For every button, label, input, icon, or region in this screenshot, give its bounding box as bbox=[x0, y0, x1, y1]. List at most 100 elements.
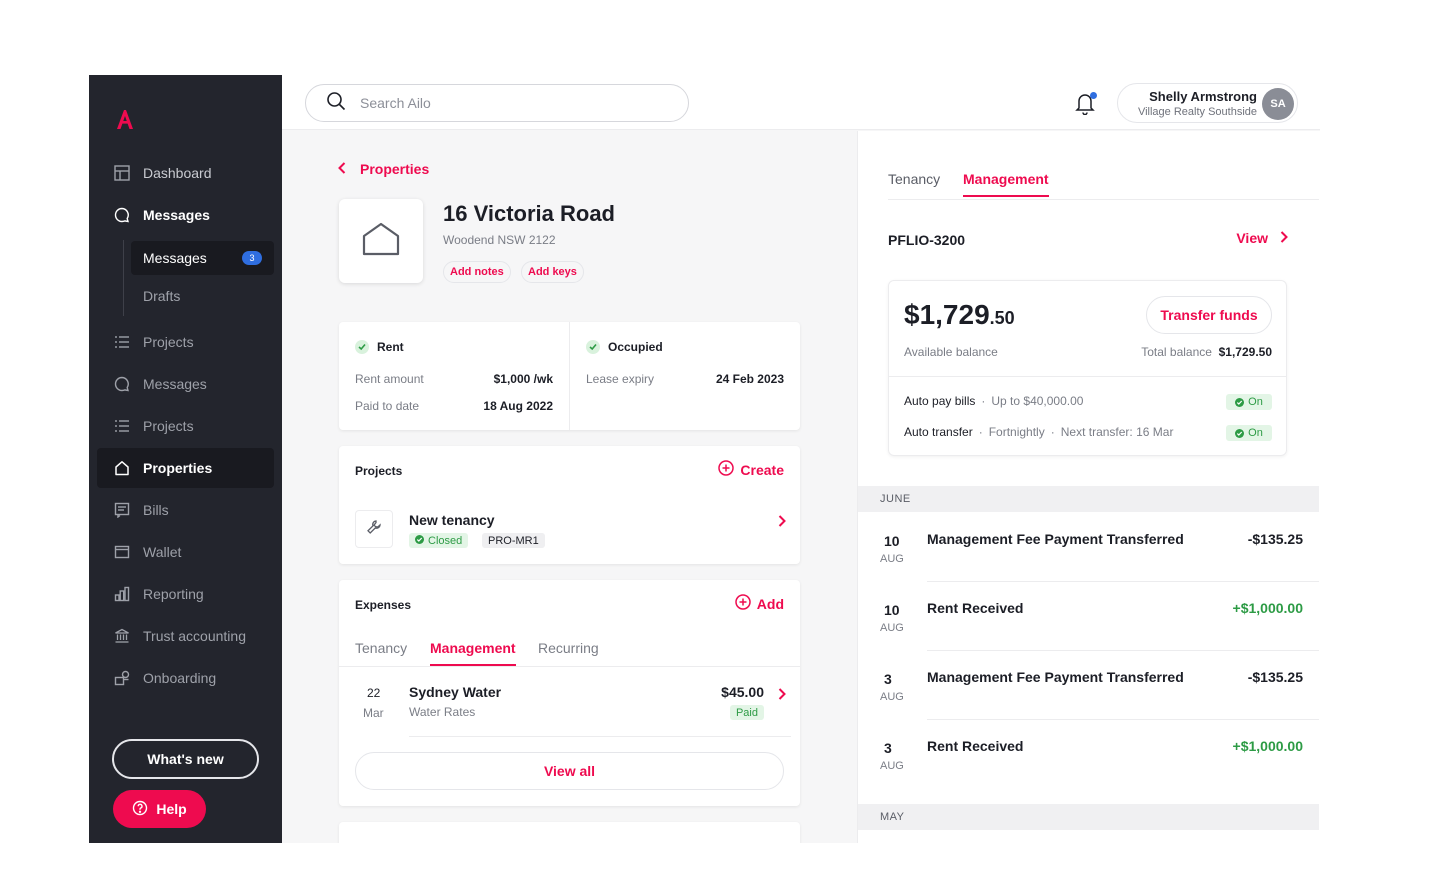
bank-icon bbox=[113, 627, 131, 645]
sidebar-item-projects[interactable]: Projects bbox=[97, 322, 274, 362]
add-notes-button[interactable]: Add notes bbox=[443, 261, 511, 283]
sidebar-item-messages-2[interactable]: Messages bbox=[97, 364, 274, 404]
help-button[interactable]: Help bbox=[113, 790, 206, 828]
add-keys-button[interactable]: Add keys bbox=[521, 261, 584, 283]
sidebar-item-onboarding[interactable]: Onboarding bbox=[97, 658, 274, 698]
help-icon bbox=[132, 800, 148, 819]
check-circle-icon bbox=[1235, 397, 1245, 407]
sidebar-item-label: Messages bbox=[143, 207, 210, 223]
user-menu[interactable]: Shelly Armstrong Village Realty Southsid… bbox=[1117, 83, 1298, 123]
transaction-row[interactable]: 10 AUG Rent Received +$1,000.00 bbox=[858, 582, 1319, 651]
check-icon bbox=[586, 340, 600, 354]
next-card bbox=[339, 822, 800, 843]
sidebar-subitem-messages[interactable]: Messages 3 bbox=[131, 241, 274, 275]
breadcrumb[interactable]: Properties bbox=[338, 161, 429, 177]
house-icon bbox=[361, 221, 401, 262]
auto-transfer-frequency: Fortnightly bbox=[988, 425, 1045, 439]
sidebar-item-label: Reporting bbox=[143, 586, 204, 602]
wallet-icon bbox=[113, 543, 131, 561]
sidebar-item-wallet[interactable]: Wallet bbox=[97, 532, 274, 572]
sidebar-item-label: Bills bbox=[143, 502, 169, 518]
tab-management[interactable]: Management bbox=[963, 171, 1049, 197]
expense-name[interactable]: Sydney Water bbox=[409, 684, 502, 700]
tab-management[interactable]: Management bbox=[430, 640, 516, 666]
check-icon bbox=[355, 340, 369, 354]
app-window: Dashboard Messages Messages 3 Drafts Pro… bbox=[89, 75, 1320, 843]
sidebar-item-label: Dashboard bbox=[143, 165, 212, 181]
view-folio-button[interactable]: View bbox=[1236, 230, 1288, 246]
project-name[interactable]: New tenancy bbox=[409, 512, 495, 528]
dashboard-icon bbox=[113, 164, 131, 182]
expense-month: Mar bbox=[363, 706, 384, 720]
bell-icon bbox=[1074, 94, 1096, 119]
expense-day: 22 bbox=[367, 686, 381, 700]
next-transfer-date: Next transfer: 16 Mar bbox=[1060, 425, 1174, 439]
divider bbox=[409, 736, 791, 737]
wrench-icon bbox=[366, 519, 382, 540]
sidebar-item-label: Messages bbox=[143, 376, 207, 392]
sidebar-item-label: Wallet bbox=[143, 544, 182, 560]
divider bbox=[569, 322, 570, 430]
avatar: SA bbox=[1262, 88, 1294, 120]
auto-transfer-label: Auto transfer bbox=[904, 425, 973, 439]
sidebar-item-dashboard[interactable]: Dashboard bbox=[97, 153, 274, 193]
unread-count-badge: 3 bbox=[242, 251, 262, 265]
sidebar: Dashboard Messages Messages 3 Drafts Pro… bbox=[89, 75, 282, 843]
transaction-row[interactable]: 3 AUG Management Fee Payment Transferred… bbox=[858, 651, 1319, 720]
user-name: Shelly Armstrong bbox=[1149, 89, 1257, 104]
tab-tenancy[interactable]: Tenancy bbox=[888, 171, 941, 187]
check-circle-icon bbox=[1235, 428, 1245, 438]
sidebar-item-trust-accounting[interactable]: Trust accounting bbox=[97, 616, 274, 656]
search-bar[interactable] bbox=[305, 84, 689, 122]
ailo-logo[interactable] bbox=[113, 107, 137, 131]
expense-amount: $45.00 bbox=[721, 684, 764, 700]
main-content: Properties 16 Victoria Road Woodend NSW … bbox=[282, 131, 857, 843]
transaction-row[interactable]: 3 AUG Rent Received +$1,000.00 bbox=[880, 738, 1303, 772]
chevron-right-icon[interactable] bbox=[778, 684, 786, 705]
tab-underline bbox=[339, 666, 800, 667]
search-input[interactable] bbox=[360, 95, 660, 111]
sidebar-subitem-drafts[interactable]: Drafts bbox=[131, 279, 274, 313]
chart-icon bbox=[113, 585, 131, 603]
plus-circle-icon bbox=[735, 594, 751, 613]
sidebar-item-projects-2[interactable]: Projects bbox=[97, 406, 274, 446]
list-icon bbox=[113, 333, 131, 351]
sidebar-item-reporting[interactable]: Reporting bbox=[97, 574, 274, 614]
create-project-button[interactable]: Create bbox=[718, 460, 784, 479]
view-all-button[interactable]: View all bbox=[355, 752, 784, 790]
chat-icon bbox=[113, 375, 131, 393]
auto-transfer-toggle[interactable]: On bbox=[1226, 425, 1272, 441]
sidebar-item-label: Projects bbox=[143, 418, 194, 434]
user-organisation: Village Realty Southside bbox=[1137, 106, 1257, 118]
add-expense-button[interactable]: Add bbox=[735, 594, 784, 613]
notifications-button[interactable] bbox=[1074, 91, 1097, 116]
chevron-right-icon[interactable] bbox=[778, 511, 786, 532]
transfer-funds-button[interactable]: Transfer funds bbox=[1146, 296, 1272, 334]
page-title: 16 Victoria Road bbox=[443, 201, 615, 226]
help-label: Help bbox=[156, 801, 187, 817]
rent-summary: Rent Rent amount $1,000 /wk Paid to date… bbox=[339, 322, 569, 430]
sidebar-item-properties[interactable]: Properties bbox=[97, 448, 274, 488]
check-circle-icon bbox=[415, 534, 424, 547]
home-icon bbox=[113, 459, 131, 477]
sidebar-item-bills[interactable]: Bills bbox=[97, 490, 274, 530]
divider bbox=[889, 376, 1286, 377]
onboarding-icon bbox=[113, 669, 131, 687]
tab-tenancy[interactable]: Tenancy bbox=[355, 640, 408, 656]
notification-dot bbox=[1090, 92, 1097, 99]
sidebar-item-label: Properties bbox=[143, 460, 213, 476]
property-address: Woodend NSW 2122 bbox=[443, 233, 556, 247]
transaction-row[interactable]: 10 AUG Management Fee Payment Transferre… bbox=[858, 513, 1319, 582]
folio-id: PFLIO-3200 bbox=[888, 232, 966, 248]
tab-recurring[interactable]: Recurring bbox=[538, 640, 599, 656]
whats-new-button[interactable]: What's new bbox=[112, 739, 259, 779]
property-thumbnail bbox=[339, 199, 423, 283]
projects-title: Projects bbox=[355, 464, 403, 478]
sidebar-item-messages[interactable]: Messages bbox=[97, 195, 274, 235]
auto-pay-toggle[interactable]: On bbox=[1226, 394, 1272, 410]
month-header-june: JUNE bbox=[858, 486, 1319, 512]
auto-pay-row: Auto pay bills · Up to $40,000.00 bbox=[904, 394, 1084, 408]
bill-icon bbox=[113, 501, 131, 519]
project-thumbnail bbox=[355, 510, 393, 548]
sidebar-item-label: Onboarding bbox=[143, 670, 217, 686]
